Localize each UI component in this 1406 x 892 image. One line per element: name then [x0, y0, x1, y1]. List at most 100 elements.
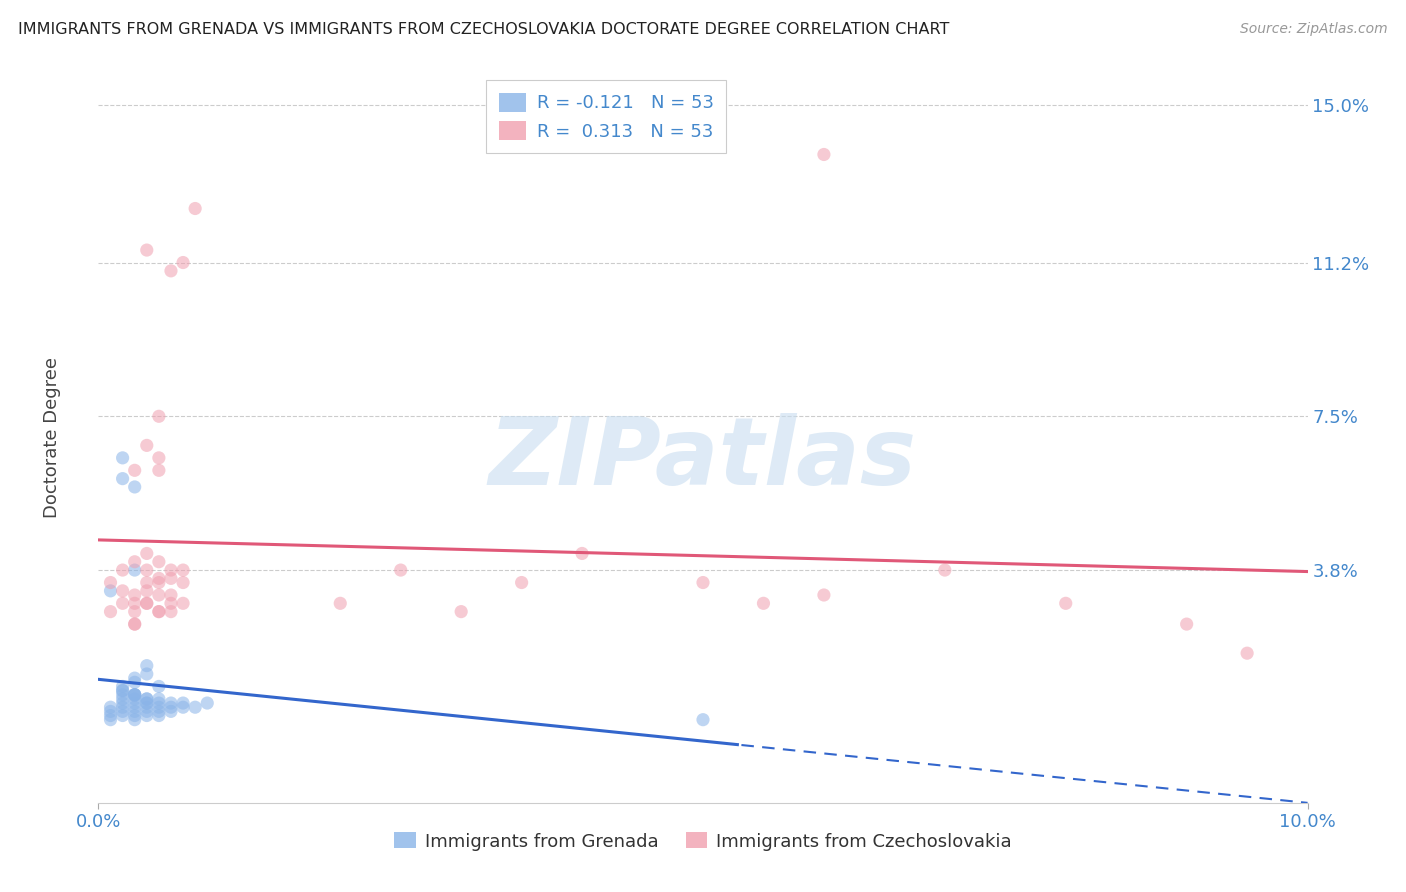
Point	[111, 688, 134, 702]
Point	[329, 596, 352, 610]
Point	[510, 575, 533, 590]
Point	[160, 605, 183, 619]
Point	[160, 588, 183, 602]
Point	[172, 696, 194, 710]
Point	[148, 696, 170, 710]
Point	[571, 546, 593, 560]
Point	[124, 688, 146, 702]
Point	[111, 680, 134, 694]
Point	[111, 472, 134, 486]
Point	[124, 675, 146, 690]
Legend: Immigrants from Grenada, Immigrants from Czechoslovakia: Immigrants from Grenada, Immigrants from…	[385, 823, 1021, 860]
Point	[135, 596, 157, 610]
Point	[111, 583, 134, 598]
Point	[135, 705, 157, 719]
Point	[100, 705, 122, 719]
Point	[124, 596, 146, 610]
Point	[111, 683, 134, 698]
Point	[135, 546, 157, 560]
Point	[111, 596, 134, 610]
Point	[111, 450, 134, 465]
Point	[148, 605, 170, 619]
Point	[124, 713, 146, 727]
Point	[124, 617, 146, 632]
Point	[148, 692, 170, 706]
Point	[135, 700, 157, 714]
Point	[148, 708, 170, 723]
Point	[752, 596, 775, 610]
Point	[100, 708, 122, 723]
Point	[124, 708, 146, 723]
Point	[148, 555, 170, 569]
Point	[135, 583, 157, 598]
Point	[124, 705, 146, 719]
Point	[813, 147, 835, 161]
Point	[124, 563, 146, 577]
Point	[124, 671, 146, 685]
Point	[124, 463, 146, 477]
Point	[148, 680, 170, 694]
Point	[135, 243, 157, 257]
Point	[111, 700, 134, 714]
Point	[160, 563, 183, 577]
Point	[124, 688, 146, 702]
Point	[111, 683, 134, 698]
Point	[160, 264, 183, 278]
Point	[135, 438, 157, 452]
Text: Doctorate Degree: Doctorate Degree	[44, 357, 62, 517]
Point	[111, 563, 134, 577]
Point	[135, 696, 157, 710]
Point	[148, 571, 170, 585]
Point	[195, 696, 218, 710]
Point	[172, 575, 194, 590]
Point	[135, 596, 157, 610]
Point	[124, 605, 146, 619]
Point	[148, 409, 170, 424]
Point	[148, 463, 170, 477]
Point	[135, 696, 157, 710]
Point	[135, 692, 157, 706]
Point	[124, 555, 146, 569]
Point	[692, 575, 714, 590]
Point	[184, 700, 207, 714]
Point	[172, 255, 194, 269]
Point	[111, 708, 134, 723]
Point	[124, 692, 146, 706]
Point	[111, 696, 134, 710]
Point	[124, 588, 146, 602]
Point	[100, 583, 122, 598]
Point	[135, 658, 157, 673]
Point	[172, 700, 194, 714]
Point	[135, 563, 157, 577]
Point	[148, 575, 170, 590]
Point	[148, 588, 170, 602]
Point	[148, 450, 170, 465]
Text: ZIPatlas: ZIPatlas	[489, 413, 917, 505]
Point	[111, 692, 134, 706]
Point	[135, 667, 157, 681]
Point	[148, 700, 170, 714]
Point	[160, 700, 183, 714]
Point	[100, 713, 122, 727]
Point	[124, 617, 146, 632]
Text: IMMIGRANTS FROM GRENADA VS IMMIGRANTS FROM CZECHOSLOVAKIA DOCTORATE DEGREE CORRE: IMMIGRANTS FROM GRENADA VS IMMIGRANTS FR…	[18, 22, 949, 37]
Point	[111, 705, 134, 719]
Point	[692, 713, 714, 727]
Point	[1054, 596, 1077, 610]
Point	[389, 563, 412, 577]
Point	[160, 571, 183, 585]
Point	[172, 563, 194, 577]
Point	[184, 202, 207, 216]
Point	[135, 692, 157, 706]
Point	[160, 705, 183, 719]
Point	[124, 688, 146, 702]
Point	[124, 700, 146, 714]
Point	[1236, 646, 1258, 660]
Point	[100, 605, 122, 619]
Point	[148, 705, 170, 719]
Point	[1175, 617, 1198, 632]
Point	[135, 708, 157, 723]
Point	[450, 605, 472, 619]
Text: Source: ZipAtlas.com: Source: ZipAtlas.com	[1240, 22, 1388, 37]
Point	[124, 480, 146, 494]
